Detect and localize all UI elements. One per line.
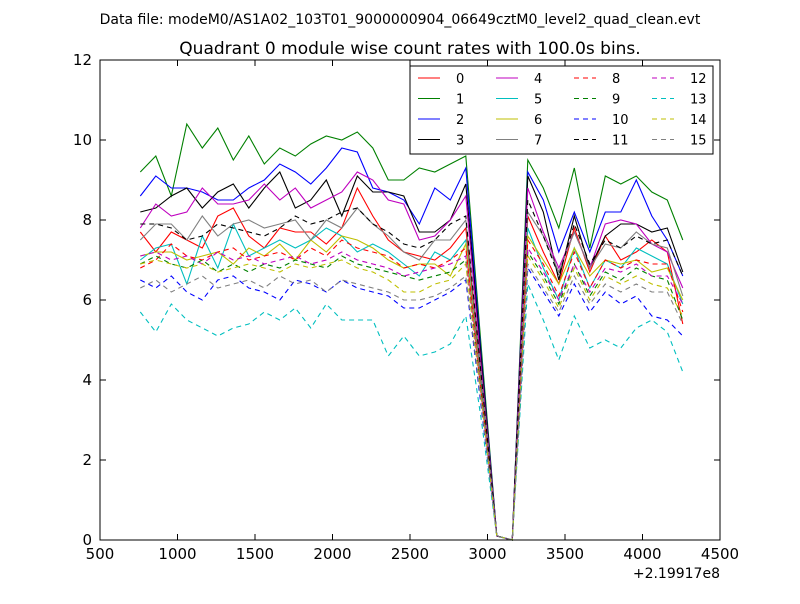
legend-label-8: 8	[612, 72, 620, 87]
x-tick-label: 4500	[701, 545, 739, 563]
series-line-4	[139, 171, 684, 541]
series-line-6	[140, 234, 684, 541]
series-line-12	[140, 246, 684, 541]
legend-label-1: 1	[456, 93, 464, 108]
series-line-1	[139, 122, 684, 541]
y-tick-label: 4	[82, 371, 92, 389]
series-line-2	[139, 147, 684, 541]
x-tick-label: 4000	[623, 545, 661, 563]
series-line-15	[140, 262, 684, 541]
legend-label-14: 14	[690, 113, 707, 128]
y-tick-label: 6	[82, 291, 92, 309]
series-line-11	[140, 199, 684, 541]
series-layer	[139, 122, 684, 541]
y-tick-label: 8	[82, 211, 92, 229]
x-tick-label: 3000	[468, 545, 506, 563]
x-axis-offset-label: +2.19917e8	[633, 566, 720, 582]
series-line-0	[139, 186, 684, 541]
x-tick-label: 2500	[391, 545, 429, 563]
legend-label-3: 3	[456, 134, 464, 149]
y-tick-label: 0	[82, 531, 92, 549]
y-tick-label: 10	[73, 131, 92, 149]
chart-suptitle: Data file: modeM0/AS1A02_103T01_90000009…	[100, 12, 701, 28]
series-line-10	[140, 266, 684, 541]
legend-label-10: 10	[612, 113, 629, 128]
y-tick-label: 2	[82, 451, 92, 469]
legend-label-12: 12	[690, 72, 707, 87]
x-tick-label: 3500	[546, 545, 584, 563]
legend-label-2: 2	[456, 113, 464, 128]
legend-label-11: 11	[612, 134, 629, 149]
x-tick-label: 1000	[158, 545, 196, 563]
x-tick-label: 1500	[236, 545, 274, 563]
chart-title: Quadrant 0 module wise count rates with …	[179, 39, 640, 59]
y-tick-label: 12	[73, 51, 92, 69]
legend-label-0: 0	[456, 72, 464, 87]
legend-label-9: 9	[612, 93, 620, 108]
series-line-9	[140, 250, 684, 541]
legend-label-15: 15	[690, 134, 707, 149]
series-line-13	[139, 283, 684, 541]
legend-label-6: 6	[534, 113, 542, 128]
legend-label-5: 5	[534, 93, 542, 108]
series-line-14	[140, 254, 684, 541]
legend-label-7: 7	[534, 134, 542, 149]
series-line-7	[139, 207, 684, 541]
series-line-8	[140, 238, 684, 541]
x-tick-label: 2000	[313, 545, 351, 563]
axis-ticks: 500 1000 1500 2000 2500 3000 3500 4000 4500 0 2 4 6 8…	[73, 51, 739, 563]
series-line-3	[140, 171, 684, 541]
legend-label-13: 13	[690, 93, 707, 108]
legend-label-4: 4	[534, 72, 542, 87]
x-tick-label: 500	[86, 545, 115, 563]
